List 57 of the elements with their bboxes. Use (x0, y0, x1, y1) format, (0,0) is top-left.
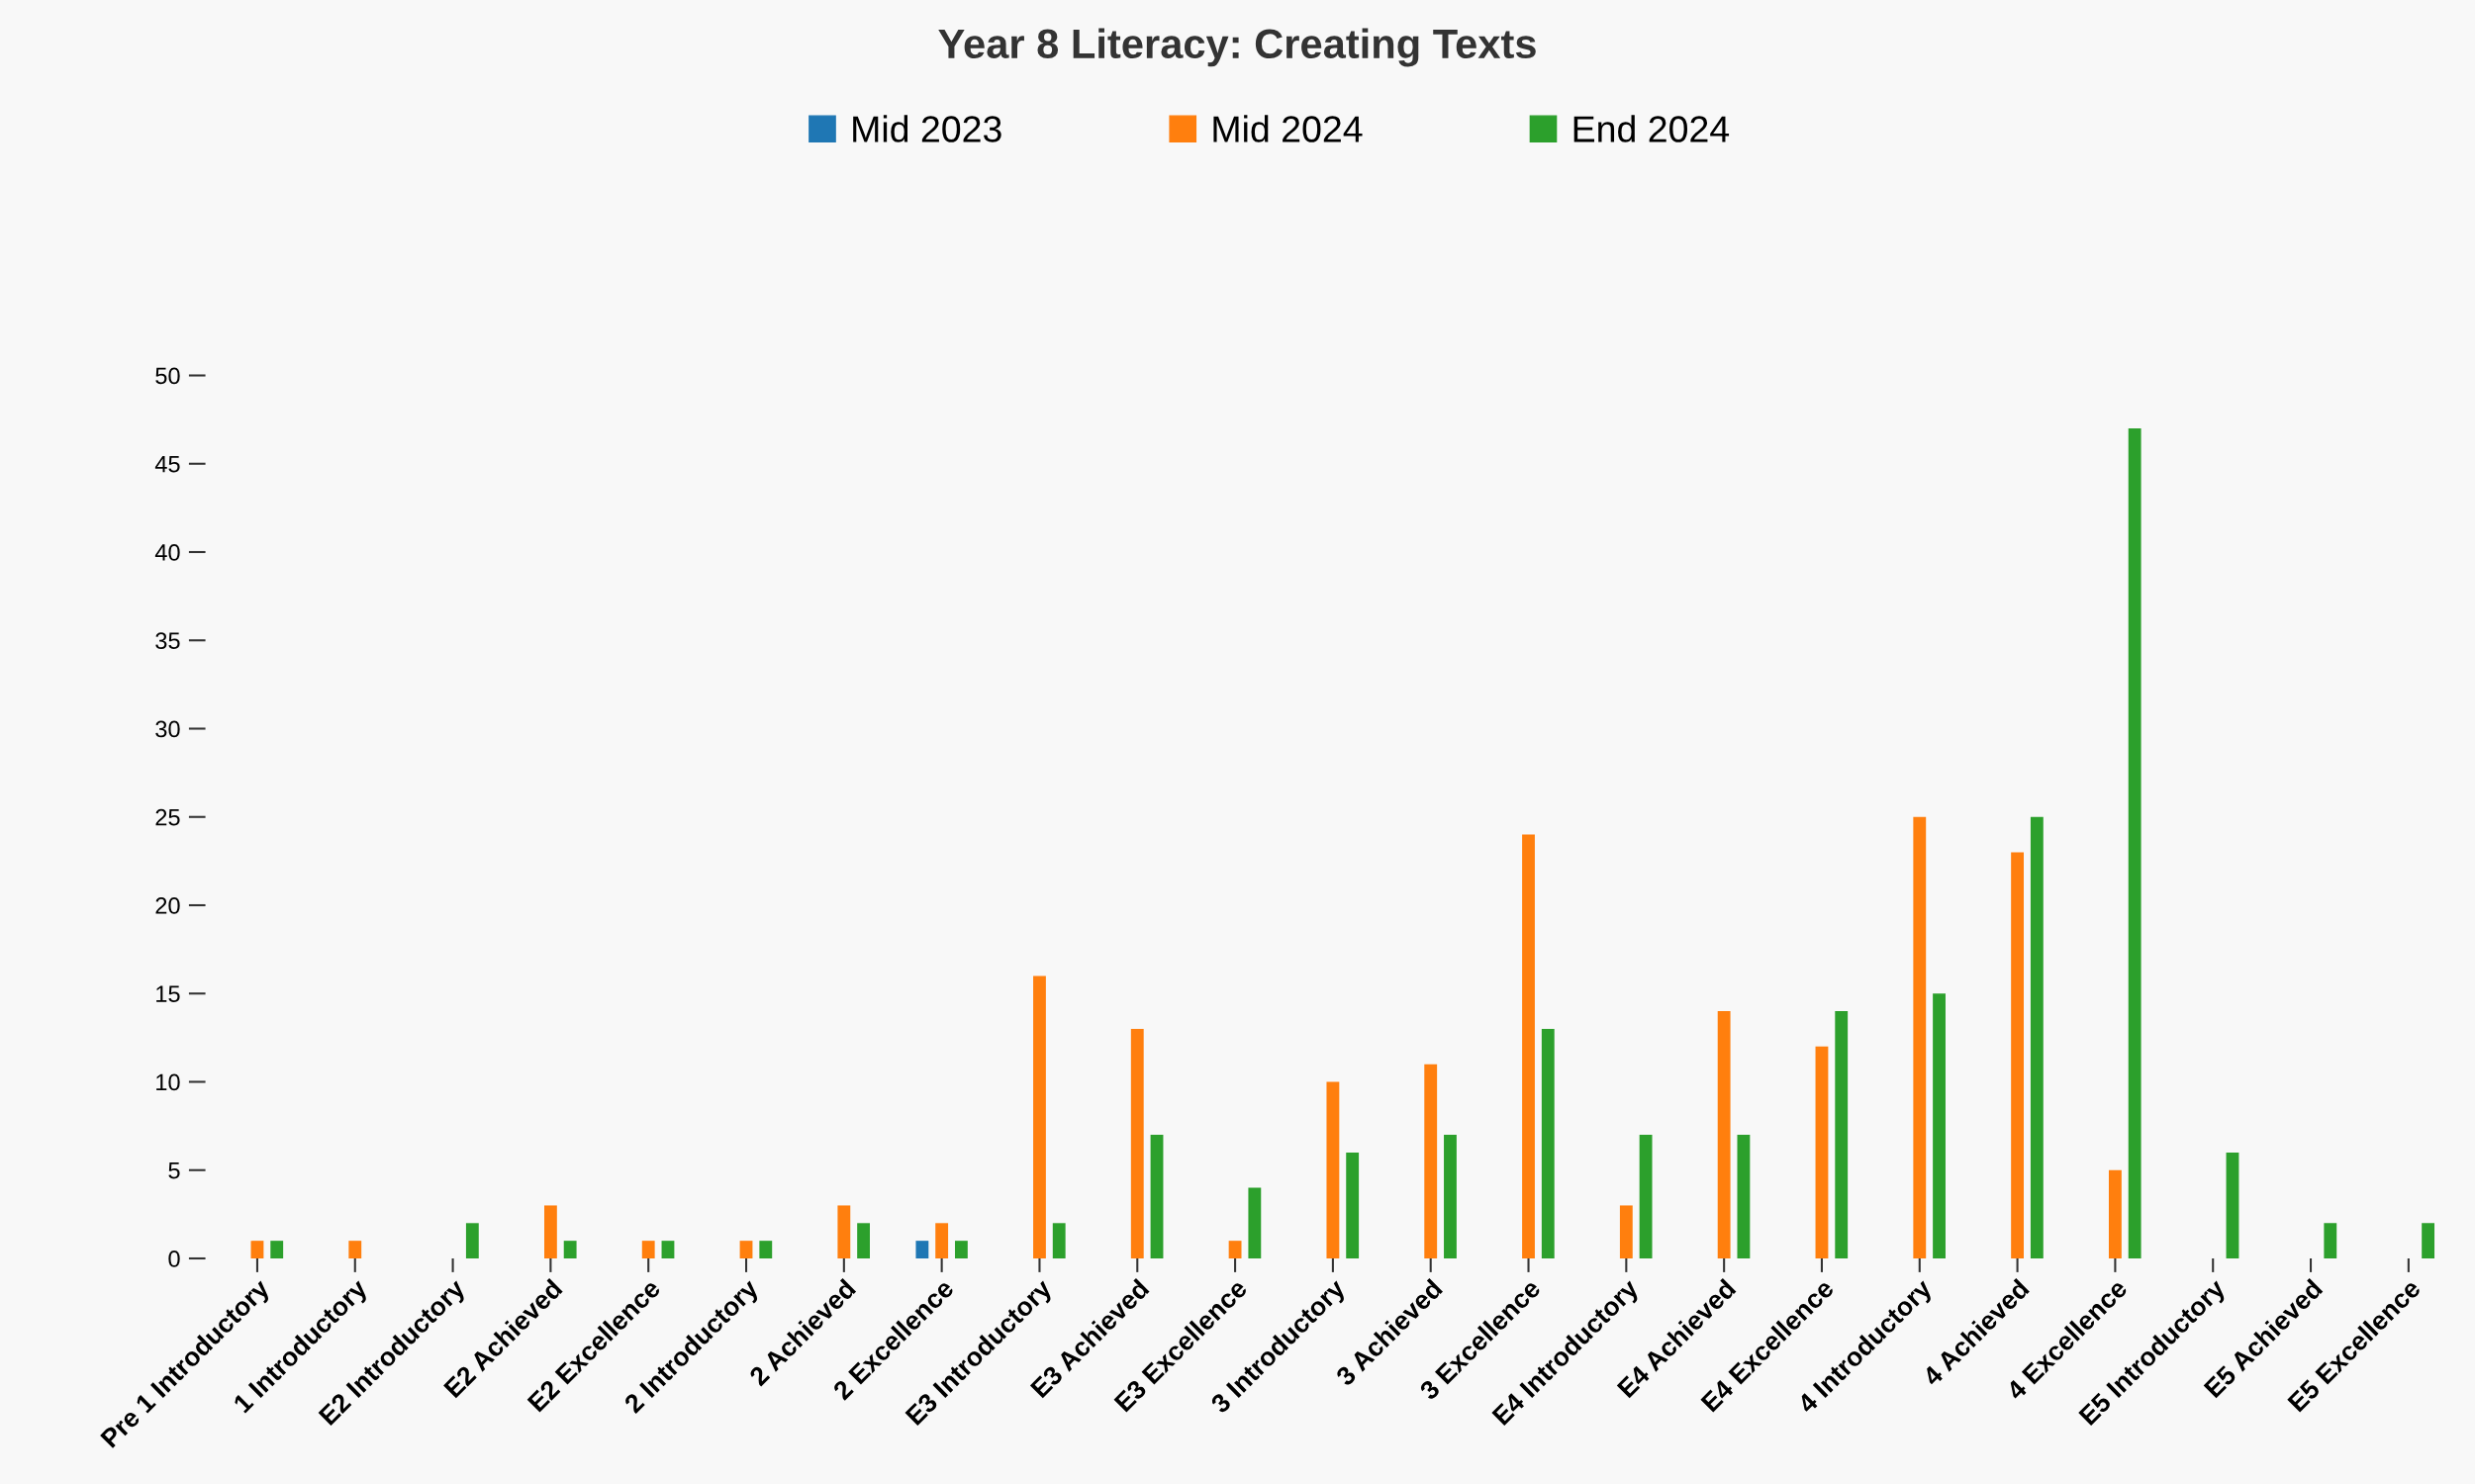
legend-label: End 2024 (1573, 115, 1730, 142)
y-tick-label: 40 (154, 544, 180, 561)
bar (1639, 1135, 1653, 1258)
bar (2226, 1152, 2239, 1258)
bar (563, 1241, 577, 1258)
bar (1522, 834, 1535, 1258)
legend-label: Mid 2024 (1213, 115, 1363, 142)
bar (759, 1241, 773, 1258)
bar (1052, 1223, 1066, 1258)
bar (2030, 816, 2044, 1258)
y-tick-label: 30 (155, 720, 180, 738)
y-tick-label: 35 (155, 632, 180, 650)
bar (2011, 852, 2025, 1258)
bar (1835, 1011, 1849, 1258)
bar (1248, 1187, 1262, 1258)
bar (954, 1241, 968, 1258)
bar (915, 1241, 929, 1258)
y-tick-label: 45 (154, 456, 180, 473)
bar (1228, 1241, 1242, 1258)
y-tick-label: 5 (168, 1162, 180, 1179)
y-tick-label: 10 (156, 1073, 180, 1091)
bar (2108, 1169, 2122, 1258)
bar (1424, 1064, 1438, 1258)
bar (837, 1205, 851, 1258)
y-tick-label: 0 (168, 1251, 180, 1267)
bar (1717, 1011, 1731, 1258)
bar (661, 1241, 675, 1258)
bar (739, 1241, 753, 1258)
legend-label: Mid 2023 (853, 115, 1001, 142)
y-tick-label: 25 (155, 808, 180, 826)
y-tick-label: 20 (155, 897, 180, 914)
bar (1346, 1152, 1360, 1258)
bar (2128, 428, 2142, 1258)
bar (1541, 1028, 1555, 1258)
bar (1150, 1135, 1164, 1258)
bar (1033, 975, 1046, 1258)
y-tick-label: 15 (156, 985, 180, 1003)
bar (935, 1223, 949, 1258)
chart-title: Year 8 Literacy: Creating Texts (938, 28, 1536, 67)
bar (2324, 1223, 2337, 1258)
bar (857, 1223, 871, 1258)
bar (250, 1241, 264, 1258)
bar (1444, 1135, 1457, 1258)
bar (1619, 1205, 1633, 1258)
bar (1326, 1081, 1340, 1258)
bar (543, 1205, 557, 1258)
bar (1130, 1028, 1144, 1258)
bar (1737, 1135, 1751, 1258)
bar (2422, 1223, 2435, 1258)
bar (1815, 1046, 1829, 1258)
bar (465, 1223, 479, 1258)
bar (348, 1241, 362, 1258)
bar (1913, 816, 1927, 1258)
bar (1933, 993, 1946, 1258)
bar (641, 1241, 655, 1258)
bar (270, 1241, 284, 1258)
y-tick-label: 50 (155, 367, 180, 385)
